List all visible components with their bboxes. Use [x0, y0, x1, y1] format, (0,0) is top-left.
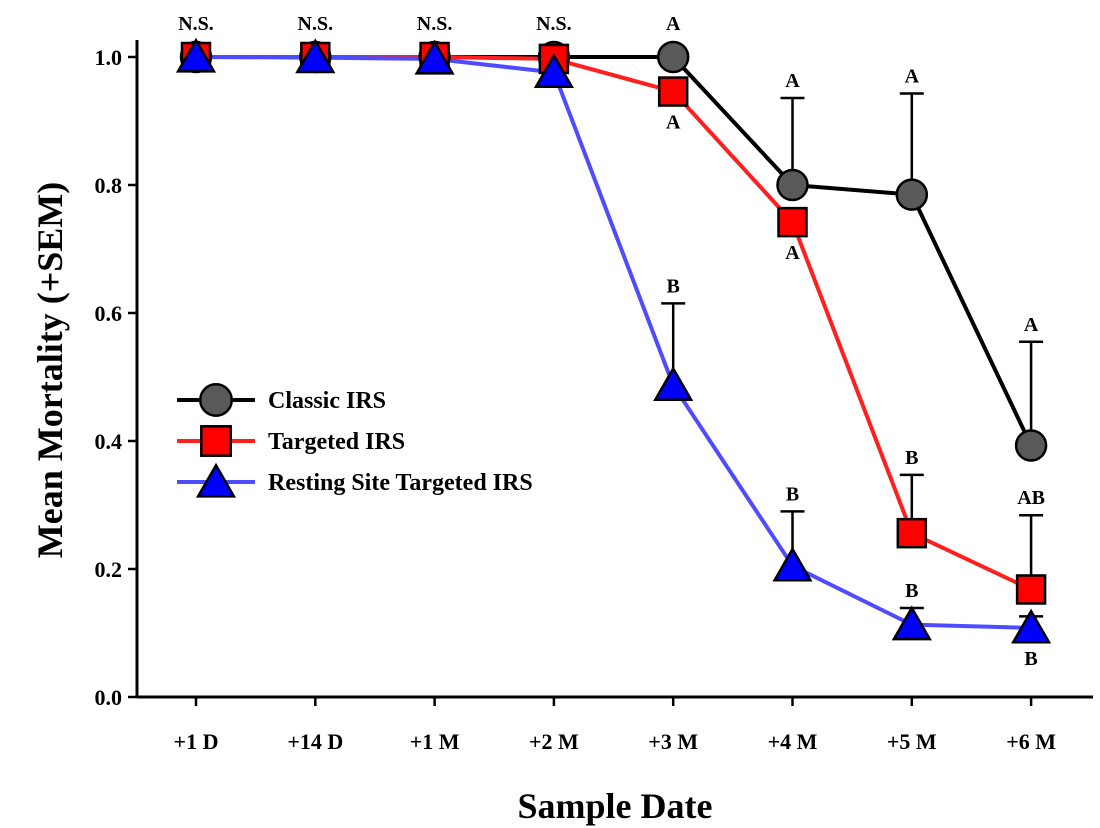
x-tick-label-3: +2 M: [529, 729, 579, 754]
annotation-7: A: [785, 70, 800, 92]
annotation-13: A: [1024, 314, 1039, 336]
y-tick-label-0: 0.0: [95, 685, 123, 710]
annotation-9: B: [786, 483, 799, 505]
annotation-12: B: [905, 580, 918, 602]
series-line-2: [195, 55, 1032, 630]
annotation-6: B: [667, 275, 680, 297]
x-tick-label-4: +3 M: [648, 729, 698, 754]
annotation-11: B: [905, 447, 918, 469]
x-tick-label-6: +5 M: [887, 729, 937, 754]
annotation-3: N.S.: [536, 13, 572, 35]
legend-marker-1: [200, 425, 232, 457]
y-tick-label-2: 0.4: [95, 429, 123, 454]
legend-label-0: Classic IRS: [268, 388, 386, 414]
legend-marker-2: [195, 462, 237, 498]
error-bars: [661, 92, 1044, 628]
marker-s2-3: [533, 53, 574, 89]
marker-s2-0: [175, 37, 217, 73]
y-tick-label-1: 0.2: [95, 557, 123, 582]
annotation-15: B: [1024, 648, 1037, 670]
marker-s0-7: [1014, 429, 1048, 462]
y-tick-label-3: 0.6: [95, 301, 123, 326]
marker-s0-4: [656, 40, 690, 74]
legend-marker-0: [199, 383, 233, 417]
annotation-4: A: [666, 13, 681, 35]
annotation-1: N.S.: [298, 13, 334, 35]
marker-s0-5: [776, 168, 809, 202]
x-tick-label-2: +1 M: [410, 729, 460, 754]
marker-s2-2: [414, 39, 455, 75]
marker-s2-7: [1011, 608, 1052, 644]
legend: Classic IRS Targeted IRS Resting Site Targ…: [177, 383, 533, 498]
legend-label-1: Targeted IRS: [268, 429, 405, 455]
x-tick-label-5: +4 M: [768, 729, 818, 754]
marker-s2-1: [295, 38, 336, 74]
series-markers: [175, 37, 1052, 644]
annotation-2: N.S.: [417, 13, 453, 35]
y-tick-label-5: 1.0: [95, 45, 123, 70]
x-tick-label-7: +6 M: [1006, 729, 1056, 754]
series-lines: [195, 55, 1033, 630]
annotation-10: A: [905, 65, 920, 87]
axes: 0.0 0.2 0.4 0.6 0.8 1.0 +1 D +14 D +1 M +2 M +3 M +…: [95, 40, 1093, 754]
annotation-0: N.S.: [178, 13, 214, 35]
marker-s2-6: [891, 605, 932, 641]
x-tick-label-1: +14 D: [287, 729, 343, 754]
y-tick-label-4: 0.8: [95, 173, 123, 198]
marker-s1-5: [777, 206, 808, 238]
annotation-5: A: [666, 112, 681, 134]
marker-s1-6: [896, 517, 928, 549]
y-axis-title: Mean Mortality (+SEM): [30, 182, 70, 558]
x-axis-title: Sample Date: [518, 786, 713, 826]
annotation-14: AB: [1017, 487, 1045, 509]
marker-s0-6: [895, 178, 929, 211]
marker-s2-5: [772, 546, 813, 582]
marker-s1-4: [657, 76, 689, 107]
series-line-1: [196, 55, 1032, 592]
annotation-8: A: [785, 242, 800, 264]
marker-s1-7: [1015, 574, 1047, 605]
marker-s2-4: [653, 366, 694, 401]
x-tick-label-0: +1 D: [174, 729, 219, 754]
legend-label-2: Resting Site Targeted IRS: [268, 470, 533, 496]
